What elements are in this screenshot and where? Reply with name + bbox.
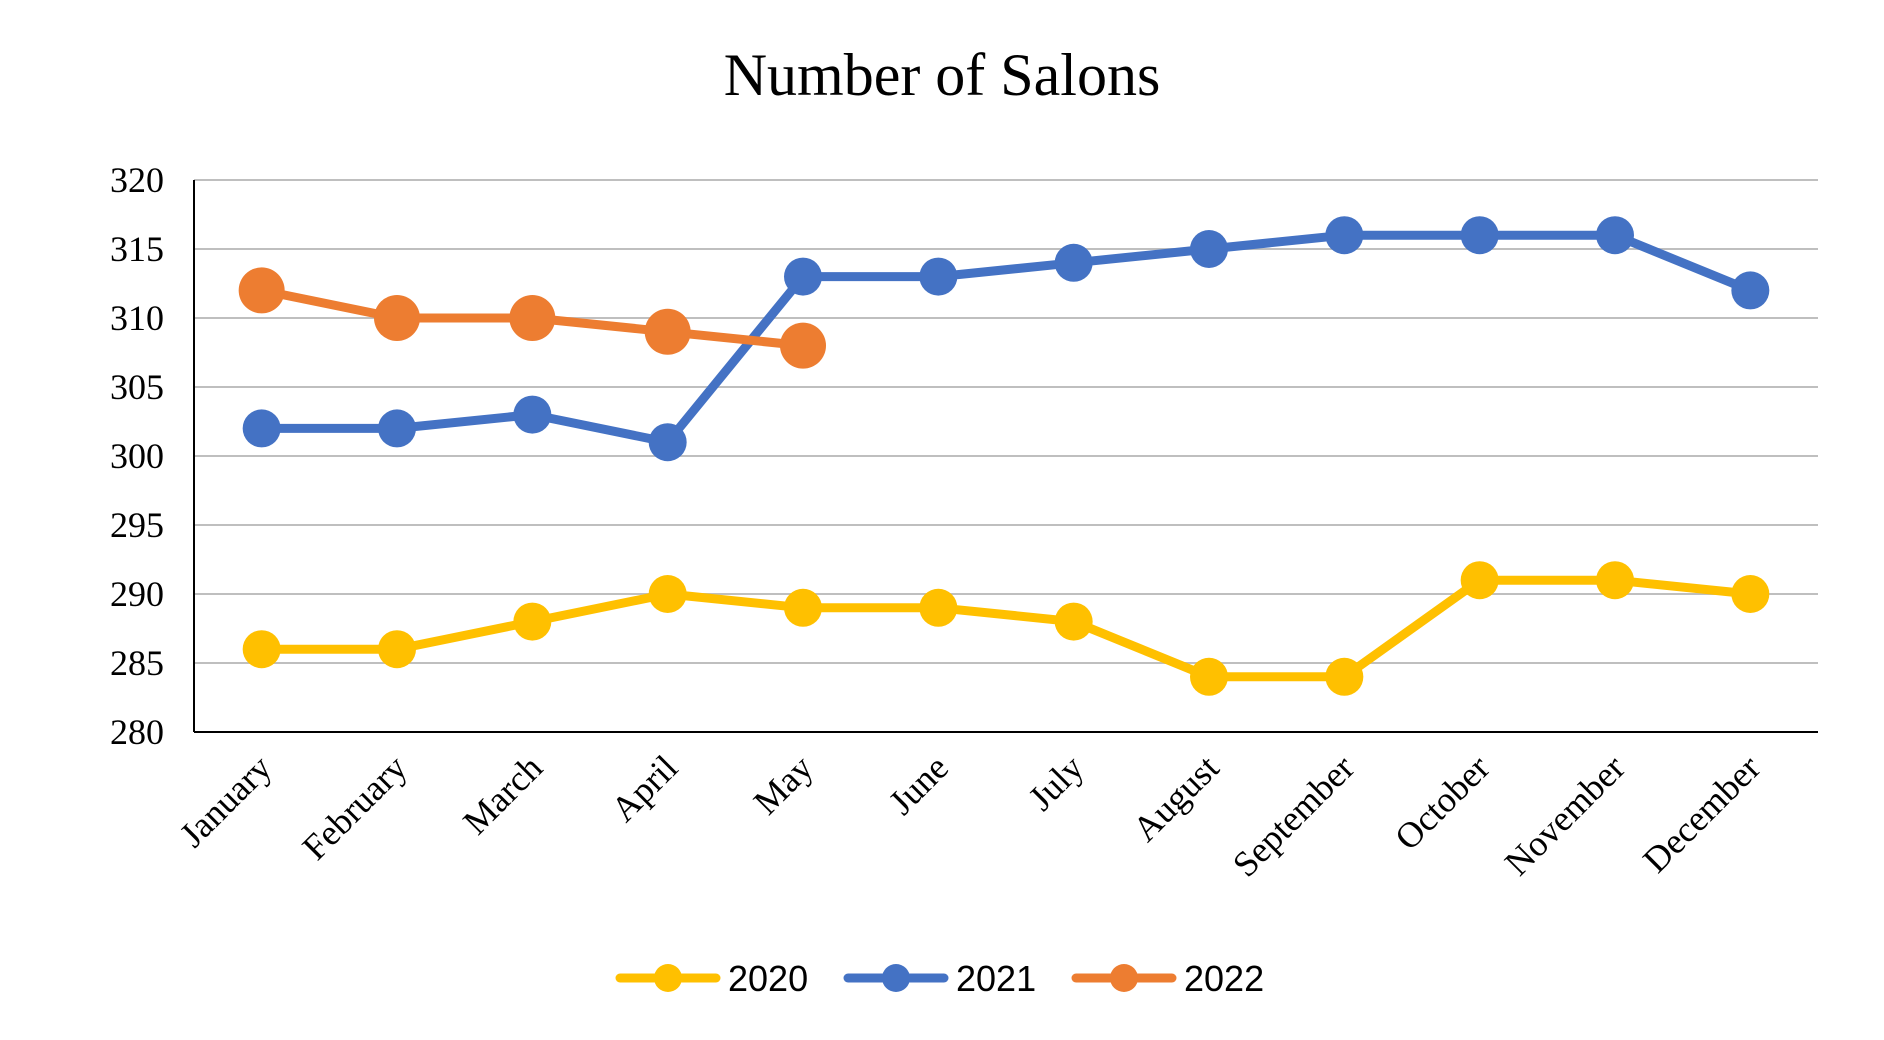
data-point (242, 409, 281, 448)
data-point (780, 322, 826, 369)
y-tick-label: 285 (110, 643, 164, 683)
x-tick-label: July (1021, 747, 1092, 818)
legend-label: 2022 (1184, 958, 1264, 999)
x-axis-ticks: January February March April May June July Augu… (172, 747, 1768, 884)
y-tick-label: 300 (110, 436, 164, 476)
x-tick-label: January (172, 747, 279, 854)
data-point (1054, 243, 1093, 282)
data-point (374, 295, 420, 341)
data-point (919, 588, 958, 627)
series-group (238, 216, 1770, 696)
data-point (378, 409, 416, 448)
legend: 2020 2021 2022 (615, 958, 1264, 999)
data-point (242, 630, 281, 669)
data-point (1460, 216, 1499, 255)
data-point (1054, 602, 1093, 641)
data-point (1596, 561, 1634, 600)
legend-swatch-marker (882, 964, 910, 992)
data-point (1325, 216, 1364, 255)
data-point (1731, 271, 1770, 310)
x-tick-label: August (1125, 747, 1227, 849)
data-point (238, 267, 285, 314)
data-point (919, 257, 958, 296)
data-point (1596, 216, 1634, 255)
series-2022 (238, 267, 826, 369)
data-point (1190, 230, 1228, 268)
x-tick-label: May (746, 747, 821, 822)
legend-item: 2021 (843, 958, 1036, 999)
x-tick-label: November (1497, 747, 1633, 883)
x-tick-label: March (455, 747, 550, 842)
data-point (648, 423, 687, 462)
y-tick-label: 320 (110, 160, 164, 200)
data-point (509, 295, 556, 341)
data-point (1731, 575, 1770, 613)
y-tick-label: 280 (110, 712, 164, 752)
legend-swatch-marker (654, 964, 682, 992)
legend-label: 2021 (956, 958, 1036, 999)
data-point (1325, 657, 1364, 696)
legend-swatch-marker (1110, 964, 1138, 992)
legend-item: 2022 (1071, 958, 1264, 999)
x-tick-label: June (881, 747, 956, 822)
data-point (1190, 657, 1228, 696)
series-2021 (242, 216, 1770, 462)
data-point (1460, 561, 1499, 600)
x-tick-label: April (603, 747, 685, 829)
series-line (257, 575, 1755, 682)
x-tick-label: December (1635, 747, 1768, 880)
y-tick-label: 310 (110, 298, 164, 338)
x-tick-label: February (294, 747, 414, 867)
data-point (784, 257, 822, 296)
legend-item: 2020 (615, 958, 808, 999)
data-point (378, 630, 416, 669)
x-tick-label: October (1387, 747, 1497, 857)
data-point (784, 588, 822, 627)
data-point (513, 395, 552, 434)
series-2020 (242, 561, 1770, 696)
legend-label: 2020 (728, 958, 808, 999)
y-tick-label: 315 (110, 229, 164, 269)
y-tick-label: 295 (110, 505, 164, 545)
series-line (257, 230, 1755, 447)
chart-title: Number of Salons (724, 42, 1161, 108)
x-tick-label: September (1225, 747, 1362, 884)
data-point (644, 308, 691, 355)
y-tick-label: 305 (110, 367, 164, 407)
y-tick-label: 290 (110, 574, 164, 614)
axes (193, 180, 1818, 733)
data-point (513, 602, 552, 641)
y-axis-ticks: 280 285 290 295 300 305 310 315 320 (110, 160, 164, 752)
data-point (648, 575, 687, 613)
